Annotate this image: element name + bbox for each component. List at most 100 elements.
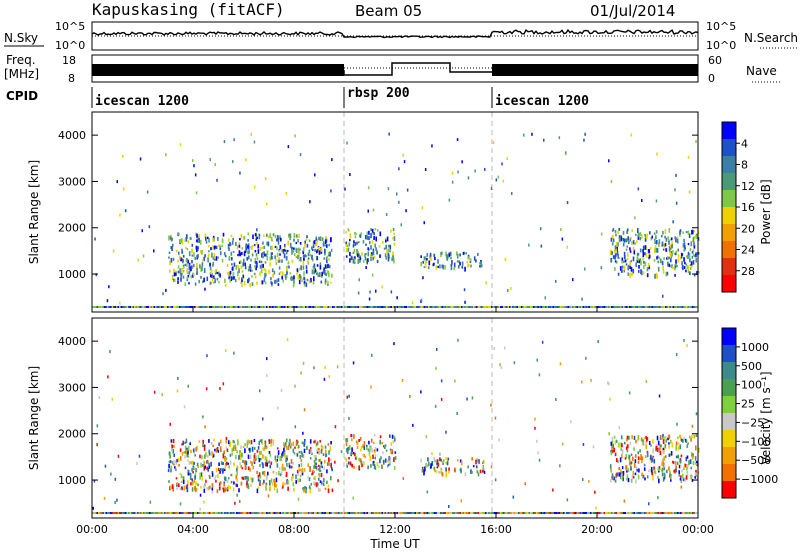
scatter-cell <box>371 448 373 453</box>
scatter-cell <box>458 260 460 263</box>
scatter-cell <box>194 256 196 260</box>
scatter-cell <box>297 274 300 280</box>
near-range-cell <box>437 306 439 308</box>
scatter-cell <box>254 258 257 263</box>
scatter-cell <box>661 235 663 238</box>
near-range-cell <box>494 512 496 514</box>
scatter-cell <box>172 243 174 247</box>
scatter-cell <box>347 247 350 252</box>
scatter-cell <box>657 475 659 479</box>
near-range-cell <box>690 512 692 514</box>
scatter-cell <box>679 444 682 450</box>
scatter-cell <box>656 256 658 260</box>
scatter-cell <box>272 441 275 446</box>
near-range-cell <box>653 306 655 308</box>
noise-cell <box>392 440 394 444</box>
scatter-cell <box>290 275 293 281</box>
near-range-cell <box>431 306 433 308</box>
scatter-cell <box>661 437 663 440</box>
scatter-cell <box>694 472 697 476</box>
near-range-cell <box>312 512 314 514</box>
scatter-cell <box>168 480 170 483</box>
near-range-cell <box>567 306 569 308</box>
near-range-cell <box>377 306 379 308</box>
scatter-cell <box>236 439 239 442</box>
scatter-cell <box>623 265 626 271</box>
scatter-cell <box>321 465 323 469</box>
noise-cell <box>658 394 661 398</box>
near-range-cell <box>465 512 467 514</box>
near-range-cell <box>491 512 493 514</box>
scatter-cell <box>625 248 628 251</box>
scatter-cell <box>465 252 467 255</box>
near-range-cell <box>497 306 499 308</box>
near-range-cell <box>173 512 175 514</box>
near-range-cell <box>410 512 412 514</box>
near-range-cell <box>531 306 533 308</box>
scatter-cell <box>212 263 214 267</box>
scatter-cell <box>693 236 696 239</box>
scatter-cell <box>236 477 238 482</box>
scatter-cell <box>200 275 202 279</box>
scatter-cell <box>254 265 256 268</box>
noise-cell <box>187 384 189 388</box>
scatter-cell <box>201 476 204 481</box>
near-range-cell <box>623 512 625 514</box>
scatter-cell <box>693 273 696 277</box>
noise-cell <box>494 416 497 420</box>
scatter-cell <box>382 240 384 244</box>
noise-cell <box>345 244 347 248</box>
scatter-cell <box>674 460 677 466</box>
scatter-cell <box>693 241 695 246</box>
scatter-cell <box>636 240 638 243</box>
scatter-cell <box>684 477 687 482</box>
scatter-cell <box>330 458 332 462</box>
near-range-cell <box>656 306 658 308</box>
near-range-cell <box>407 512 409 514</box>
near-range-cell <box>96 306 98 308</box>
scatter-cell <box>650 444 652 447</box>
scatter-cell <box>317 275 320 278</box>
scatter-cell <box>637 253 640 256</box>
scatter-cell <box>318 273 320 276</box>
near-range-cell <box>524 512 526 514</box>
noise-cell <box>588 479 590 483</box>
noise-cell <box>114 477 117 481</box>
near-range-cell <box>336 306 338 308</box>
near-range-cell <box>474 306 476 308</box>
scatter-cell <box>630 478 633 483</box>
near-range-cell <box>450 512 452 514</box>
scatter-cell <box>219 246 222 251</box>
near-range-cell <box>608 306 610 308</box>
scatter-cell <box>477 472 480 477</box>
scatter-cell <box>436 464 438 467</box>
scatter-cell <box>357 250 359 254</box>
scatter-cell <box>315 457 317 461</box>
scatter-cell <box>326 462 329 466</box>
near-range-cell <box>353 512 355 514</box>
scatter-cell <box>354 231 356 235</box>
near-range-cell <box>413 306 415 308</box>
scatter-cell <box>670 258 672 263</box>
near-range-cell <box>530 512 532 514</box>
scatter-cell <box>615 439 618 443</box>
noise-cell <box>262 417 264 421</box>
near-range-cell <box>422 512 424 514</box>
scatter-cell <box>313 263 316 269</box>
scatter-cell <box>218 482 221 486</box>
near-range-cell <box>284 306 286 308</box>
scatter-cell <box>691 230 694 235</box>
noise-cell <box>106 299 109 303</box>
near-range-cell <box>344 306 346 308</box>
noise-cell <box>544 296 546 300</box>
scatter-cell <box>197 465 199 468</box>
near-range-cell <box>254 512 256 514</box>
noise-cell <box>467 176 470 180</box>
scatter-cell <box>394 451 397 454</box>
scatter-cell <box>242 262 245 266</box>
scatter-cell <box>236 245 239 250</box>
scatter-cell <box>315 242 318 247</box>
noise-cell <box>672 220 674 224</box>
near-range-cell <box>320 306 322 308</box>
noise-cell <box>372 208 375 212</box>
